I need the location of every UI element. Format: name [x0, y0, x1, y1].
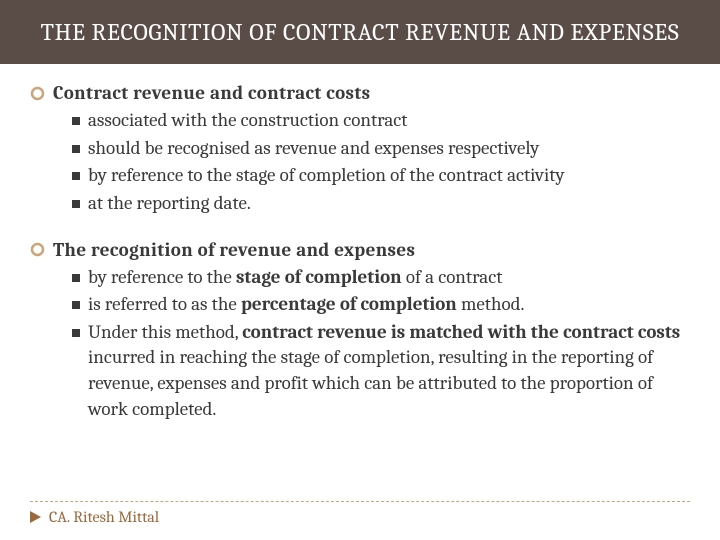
page-title: THE RECOGNITION OF CONTRACT REVENUE AND …	[20, 18, 700, 46]
section-heading-label: Contract revenue and contract costs	[53, 82, 370, 104]
title-bar: THE RECOGNITION OF CONTRACT REVENUE AND …	[0, 0, 720, 64]
list-item-text: by reference to the stage of completion …	[88, 163, 565, 189]
ring-icon	[30, 242, 45, 257]
square-icon	[72, 301, 80, 309]
sub-list-1: associated with the construction contrac…	[30, 108, 690, 217]
list-item-text: at the reporting date.	[88, 191, 251, 217]
square-icon	[72, 200, 80, 208]
sub-list-2: by reference to the stage of completion …	[30, 265, 690, 423]
ring-icon	[30, 86, 45, 101]
square-icon	[72, 329, 80, 337]
list-item-text: should be recognised as revenue and expe…	[88, 136, 539, 162]
footer: CA. Ritesh Mittal	[30, 501, 690, 526]
section-heading-label: The recognition of revenue and expenses	[53, 239, 415, 261]
square-icon	[72, 117, 80, 125]
section-heading-2: The recognition of revenue and expenses	[30, 239, 690, 261]
list-item: associated with the construction contrac…	[72, 108, 690, 134]
list-item: at the reporting date.	[72, 191, 690, 217]
footer-author: CA. Ritesh Mittal	[49, 508, 159, 526]
list-item: is referred to as the percentage of comp…	[72, 292, 690, 318]
list-item-text: Under this method, contract revenue is m…	[88, 320, 690, 423]
list-item-text: by reference to the stage of completion …	[88, 265, 502, 291]
content-area: Contract revenue and contract costs asso…	[0, 64, 720, 454]
list-item: by reference to the stage of completion …	[72, 163, 690, 189]
list-item: by reference to the stage of completion …	[72, 265, 690, 291]
section-heading-1: Contract revenue and contract costs	[30, 82, 690, 104]
triangle-icon	[30, 511, 41, 523]
square-icon	[72, 145, 80, 153]
square-icon	[72, 172, 80, 180]
list-item-text: is referred to as the percentage of comp…	[88, 292, 524, 318]
list-item: Under this method, contract revenue is m…	[72, 320, 690, 423]
square-icon	[72, 274, 80, 282]
list-item: should be recognised as revenue and expe…	[72, 136, 690, 162]
list-item-text: associated with the construction contrac…	[88, 108, 407, 134]
